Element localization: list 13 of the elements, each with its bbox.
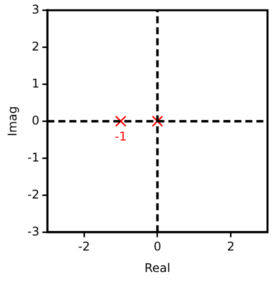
annotation: -1 bbox=[114, 129, 127, 144]
x-tick-label: 2 bbox=[226, 240, 235, 254]
x-tick-label: -2 bbox=[78, 240, 90, 254]
y-tick-label: -2 bbox=[27, 187, 40, 202]
y-tick-label: 2 bbox=[32, 39, 40, 54]
y-tick-label: 3 bbox=[32, 2, 40, 16]
y-axis-title: Imag bbox=[5, 106, 20, 136]
x-axis-title: Real bbox=[144, 260, 170, 275]
y-tick-label: -1 bbox=[27, 150, 40, 164]
y-tick-label: 0 bbox=[32, 113, 40, 128]
x-tick-label: 0 bbox=[154, 240, 162, 254]
y-tick-label: 1 bbox=[32, 76, 40, 90]
y-tick-label: -3 bbox=[27, 224, 40, 238]
